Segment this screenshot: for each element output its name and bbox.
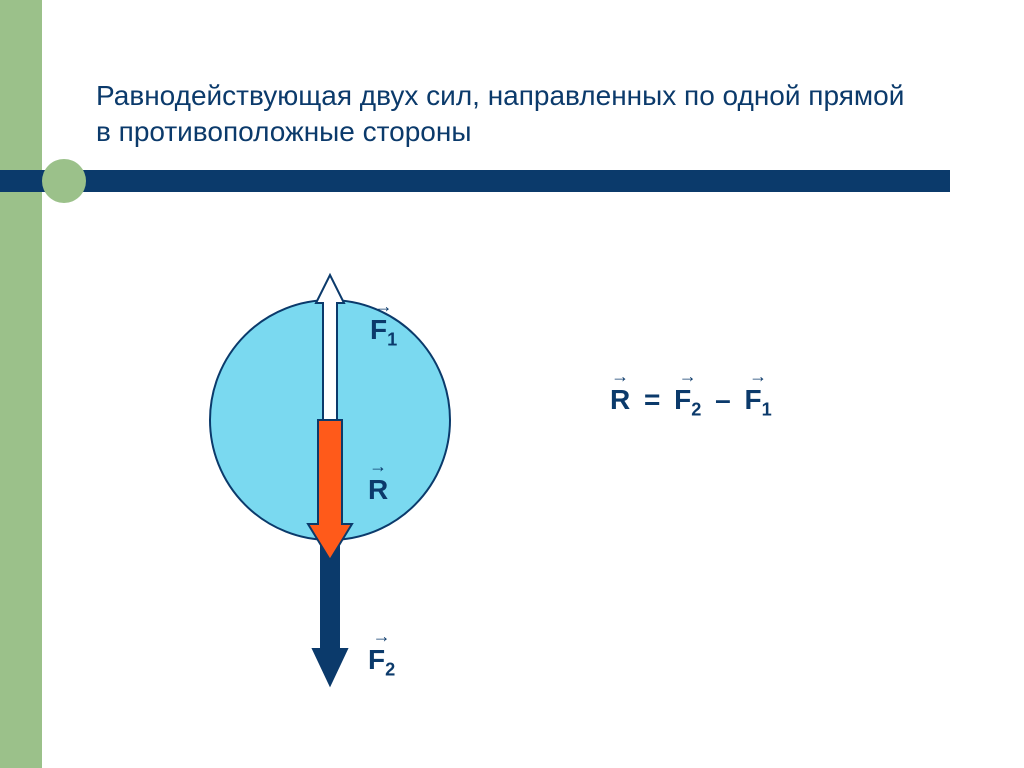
title-underline-bar [0, 170, 950, 192]
label-f1-sub: 1 [387, 330, 397, 350]
label-r-letter: R [368, 474, 388, 505]
label-f1-letter: F [370, 314, 387, 345]
slide-title: Равнодействующая двух сил, направленных … [96, 78, 916, 151]
label-f1: F1 [370, 308, 397, 351]
label-f2-sub: 2 [385, 660, 395, 680]
diagram-svg [150, 250, 530, 710]
formula-t2: F [745, 384, 762, 415]
left-accent-stripe [0, 0, 42, 768]
resultant-formula: R = F2 – F1 [610, 378, 772, 421]
force-diagram: F1 R F2 [150, 250, 530, 710]
title-text: Равнодействующая двух сил, направленных … [96, 80, 904, 147]
label-f2: F2 [368, 638, 395, 681]
formula-lhs: R [610, 378, 630, 416]
formula-eq: = [644, 384, 660, 415]
label-f2-letter: F [368, 644, 385, 675]
formula-minus: – [715, 384, 731, 415]
formula-t2-sub: 1 [762, 400, 772, 420]
title-underline-cap [42, 159, 86, 203]
formula-t1-sub: 2 [691, 400, 701, 420]
formula-t1: F [674, 384, 691, 415]
label-r: R [368, 468, 388, 506]
